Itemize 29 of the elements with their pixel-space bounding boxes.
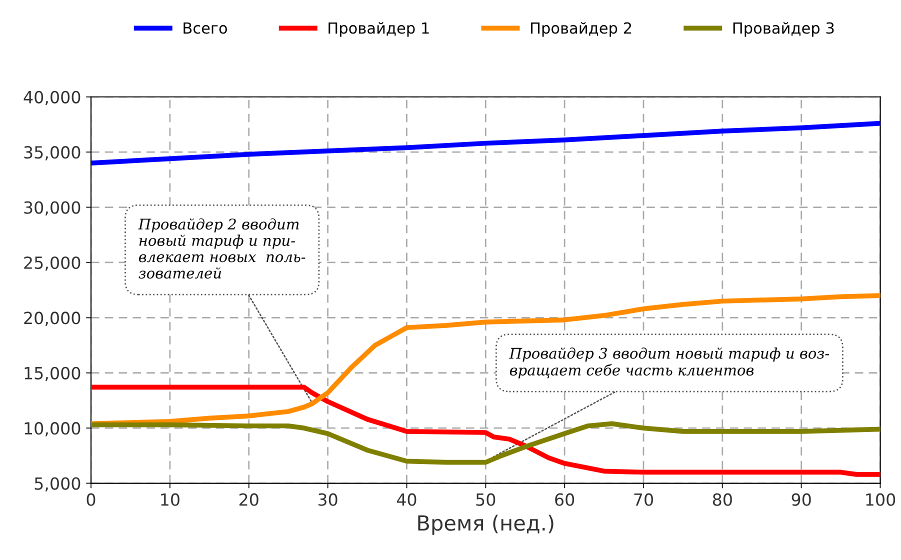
y-tick-label: 35,000: [24, 146, 80, 160]
x-tick-label: 30: [318, 493, 338, 506]
legend-label: Всего: [184, 22, 227, 34]
x-tick-label: 10: [161, 493, 180, 506]
y-tick-label: 10,000: [24, 422, 80, 436]
x-tick-label: 70: [634, 493, 653, 506]
legend-label: Провайдер 1: [328, 22, 429, 37]
y-tick-label: 30,000: [24, 201, 80, 216]
y-tick-label: 15,000: [24, 366, 80, 382]
y-tick-label: 20,000: [24, 312, 80, 326]
x-tick-label: 80: [712, 493, 732, 506]
annotation: Провайдер 2 вводит новый тариф и при- влекает новых поль- зователей: [138, 218, 306, 279]
y-tick-label: 25,000: [24, 256, 80, 271]
x-tick-label: 50: [476, 493, 496, 506]
x-tick-label: 0: [86, 493, 96, 506]
x-tick-label: 90: [792, 493, 811, 506]
line-series: [91, 421, 880, 465]
legend-label: Провайдер 3: [733, 22, 834, 37]
x-tick-label: 100: [866, 493, 896, 506]
x-tick-label: 20: [239, 493, 258, 506]
x-tick-label: 40: [396, 493, 416, 506]
annotation: Провайдер 3 вводит новый тариф и воз- вращает себе часть клиентов: [509, 347, 830, 378]
y-tick-label: 5,000: [34, 477, 80, 492]
y-tick-label: 40,000: [24, 90, 80, 106]
line-series: [91, 384, 880, 477]
x-tick-label: 60: [555, 493, 574, 506]
line-series: [91, 120, 880, 166]
x-axis-title: Время (нед.): [418, 514, 554, 535]
legend-label: Провайдер 2: [531, 22, 632, 37]
